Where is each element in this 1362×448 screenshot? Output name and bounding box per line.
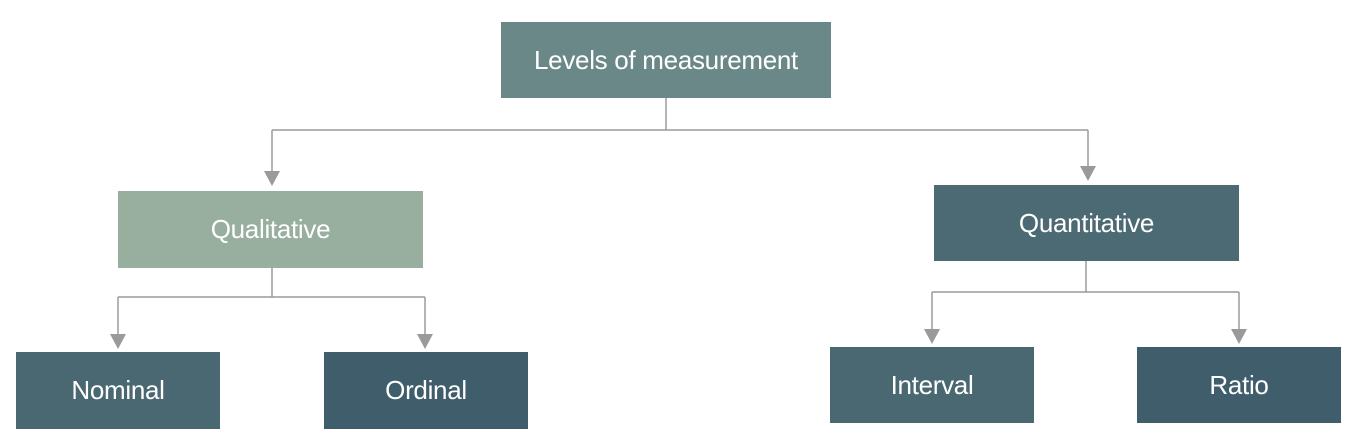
node-quantitative: Quantitative	[934, 185, 1239, 261]
node-label: Quantitative	[1018, 207, 1155, 238]
arrowhead-interval	[924, 329, 940, 344]
arrowhead-ratio	[1231, 329, 1247, 344]
node-ratio: Ratio	[1137, 347, 1341, 423]
node-label: Ordinal	[385, 375, 467, 405]
arrowhead-qualitative	[264, 171, 280, 186]
node-label: Levels of measurement	[534, 44, 798, 75]
arrowhead-ordinal	[417, 334, 433, 349]
arrowhead-quantitative	[1080, 166, 1096, 181]
node-qualitative: Qualitative	[118, 191, 423, 268]
node-nominal: Nominal	[16, 352, 220, 429]
node-label: Ratio	[1209, 369, 1269, 400]
arrowhead-nominal	[110, 334, 126, 349]
node-levels-of-measurement: Levels of measurement	[501, 22, 831, 98]
node-label: Interval	[890, 369, 974, 400]
node-label: Nominal	[71, 375, 165, 405]
node-ordinal: Ordinal	[324, 352, 528, 429]
node-label: Qualitative	[210, 214, 331, 244]
node-interval: Interval	[830, 347, 1034, 423]
